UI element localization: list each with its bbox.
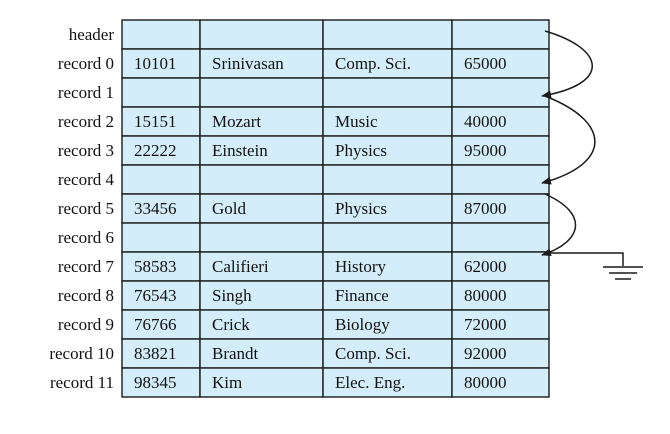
cell-text-record-2-col-3: 40000 <box>464 112 507 131</box>
header-cell-0 <box>121 19 201 50</box>
row-label-record-7: record 7 <box>58 257 115 276</box>
row-label-record-8: record 8 <box>58 286 114 305</box>
cell-record-7-col-1 <box>199 251 324 282</box>
cell-record-10-col-2 <box>322 338 453 369</box>
cell-text-record-8-col-1: Singh <box>212 286 252 305</box>
cell-record-7-col-2 <box>322 251 453 282</box>
cell-text-record-7-col-0: 58583 <box>134 257 177 276</box>
cell-text-record-9-col-2: Biology <box>335 315 390 334</box>
row-label-record-1: record 1 <box>58 83 114 102</box>
row-label-record-11: record 11 <box>50 373 114 392</box>
cell-text-record-8-col-0: 76543 <box>134 286 177 305</box>
cell-record-11-col-1 <box>199 367 324 398</box>
cell-record-8-col-3 <box>451 280 550 311</box>
cell-text-record-10-col-3: 92000 <box>464 344 507 363</box>
cell-record-8-col-1 <box>199 280 324 311</box>
cell-record-4-col-1 <box>199 164 324 195</box>
cell-text-record-11-col-2: Elec. Eng. <box>335 373 405 392</box>
pointer-record-1-to-record-4 <box>541 95 596 185</box>
cell-record-1-col-3 <box>451 77 550 108</box>
cell-text-record-3-col-1: Einstein <box>212 141 268 160</box>
cell-text-record-3-col-3: 95000 <box>464 141 507 160</box>
row-label-record-6: record 6 <box>58 228 114 247</box>
cell-text-record-2-col-1: Mozart <box>212 112 261 131</box>
cell-record-8-col-0 <box>121 280 201 311</box>
cell-text-record-2-col-2: Music <box>335 112 378 131</box>
cell-record-1-col-0 <box>121 77 201 108</box>
cell-text-record-11-col-1: Kim <box>212 373 242 392</box>
pointer-record-6-to-null <box>545 252 624 266</box>
cell-record-2-col-1 <box>199 106 324 137</box>
cell-text-record-5-col-2: Physics <box>335 199 387 218</box>
cell-text-record-3-col-0: 22222 <box>134 141 177 160</box>
cell-text-record-0-col-2: Comp. Sci. <box>335 54 411 73</box>
cell-text-record-0-col-0: 10101 <box>134 54 177 73</box>
pointer-header-to-record-1 <box>541 30 593 99</box>
row-label-record-10: record 10 <box>49 344 114 363</box>
cell-text-record-5-col-1: Gold <box>212 199 247 218</box>
cell-text-record-8-col-3: 80000 <box>464 286 507 305</box>
header-label: header <box>69 25 115 44</box>
cell-record-4-col-3 <box>451 164 550 195</box>
cell-text-record-9-col-1: Crick <box>212 315 250 334</box>
cell-text-record-10-col-2: Comp. Sci. <box>335 344 411 363</box>
ground-symbol <box>603 266 643 280</box>
cell-record-8-col-2 <box>322 280 453 311</box>
cell-text-record-8-col-2: Finance <box>335 286 389 305</box>
cell-text-record-10-col-1: Brandt <box>212 344 259 363</box>
row-label-record-5: record 5 <box>58 199 114 218</box>
cell-text-record-3-col-2: Physics <box>335 141 387 160</box>
row-label-record-9: record 9 <box>58 315 114 334</box>
cell-record-0-col-1 <box>199 48 324 79</box>
cell-record-1-col-1 <box>199 77 324 108</box>
cell-record-11-col-2 <box>322 367 453 398</box>
cell-record-6-col-3 <box>451 222 550 253</box>
cell-record-2-col-3 <box>451 106 550 137</box>
cell-text-record-11-col-0: 98345 <box>134 373 177 392</box>
header-cell-1 <box>199 19 324 50</box>
cell-text-record-11-col-3: 80000 <box>464 373 507 392</box>
row-label-record-3: record 3 <box>58 141 114 160</box>
header-cell-2 <box>322 19 453 50</box>
row-label-record-2: record 2 <box>58 112 114 131</box>
cell-record-11-col-3 <box>451 367 550 398</box>
cell-record-1-col-2 <box>322 77 453 108</box>
cell-text-record-7-col-3: 62000 <box>464 257 507 276</box>
cell-record-7-col-0 <box>121 251 201 282</box>
header-cell-3 <box>451 19 550 50</box>
cell-record-10-col-0 <box>121 338 201 369</box>
cell-text-record-10-col-0: 83821 <box>134 344 177 363</box>
cell-record-6-col-1 <box>199 222 324 253</box>
cell-record-0-col-0 <box>121 48 201 79</box>
cell-record-4-col-0 <box>121 164 201 195</box>
cell-record-3-col-1 <box>199 135 324 166</box>
cell-record-4-col-2 <box>322 164 453 195</box>
cell-record-7-col-3 <box>451 251 550 282</box>
cell-text-record-5-col-3: 87000 <box>464 199 507 218</box>
cell-text-record-7-col-1: Califieri <box>212 257 269 276</box>
cell-record-0-col-3 <box>451 48 550 79</box>
cell-text-record-2-col-0: 15151 <box>134 112 177 131</box>
cell-text-record-5-col-0: 33456 <box>134 199 177 218</box>
cell-record-9-col-2 <box>322 309 453 340</box>
cell-text-record-9-col-0: 76766 <box>134 315 177 334</box>
cell-text-record-0-col-3: 65000 <box>464 54 507 73</box>
cell-text-record-9-col-3: 72000 <box>464 315 507 334</box>
cell-record-5-col-1 <box>199 193 324 224</box>
cell-record-6-col-2 <box>322 222 453 253</box>
row-label-record-0: record 0 <box>58 54 114 73</box>
row-label-record-4: record 4 <box>58 170 115 189</box>
cell-text-record-7-col-2: History <box>335 257 387 276</box>
cell-record-5-col-3 <box>451 193 550 224</box>
cell-record-6-col-0 <box>121 222 201 253</box>
cell-text-record-0-col-1: Srinivasan <box>212 54 284 73</box>
cell-record-3-col-3 <box>451 135 550 166</box>
pointer-record-4-to-record-6 <box>541 193 577 257</box>
